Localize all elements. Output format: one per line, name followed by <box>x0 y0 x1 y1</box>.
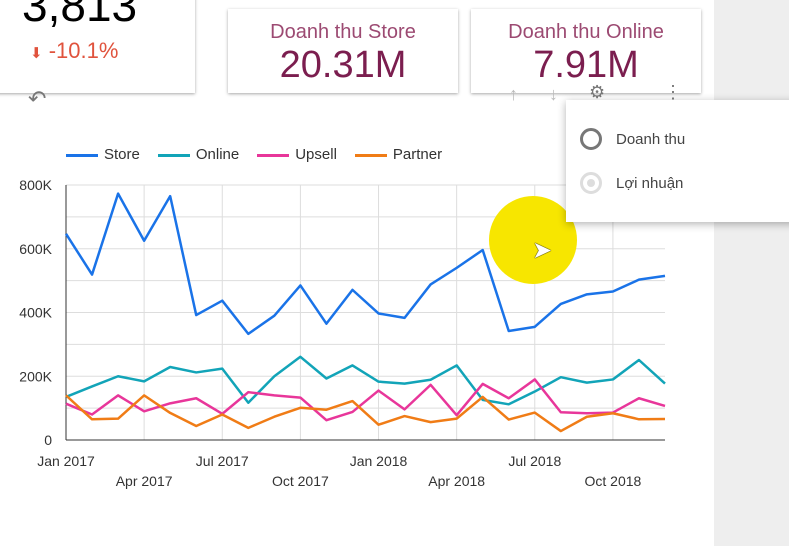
sort-descending-icon[interactable]: ↓ <box>549 84 558 104</box>
x-tick-label: Oct 2018 <box>584 473 641 489</box>
y-tick-label: 800K <box>19 177 52 193</box>
scorecard-title: Doanh thu Store <box>270 21 416 43</box>
y-tick-label: 200K <box>19 368 52 384</box>
legend-item-upsell[interactable]: Upsell <box>257 146 337 163</box>
more-vert-icon[interactable]: ⋮ <box>664 82 682 102</box>
series-line-upsell <box>65 378 666 422</box>
y-tick-label: 0 <box>44 432 52 448</box>
mouse-cursor-icon: ➤ <box>532 237 553 264</box>
y-tick-label: 400K <box>19 305 52 321</box>
legend-item-store[interactable]: Store <box>66 146 140 163</box>
y-tick-label: 600K <box>19 241 52 257</box>
chart-legend: Store Online Upsell Partner <box>66 146 442 163</box>
scorecard-value: 7.91M <box>533 44 639 86</box>
undo-icon[interactable]: ↶ <box>28 86 47 111</box>
radio-unselected-icon[interactable] <box>580 128 602 150</box>
cursor-highlight <box>489 196 577 284</box>
scorecard-count[interactable]: 3,813 ⬇ -10.1% <box>0 0 195 93</box>
menu-option-doanh-thu[interactable]: Doanh thu <box>580 128 685 150</box>
legend-item-online[interactable]: Online <box>157 146 239 163</box>
scorecard-title: Doanh thu Online <box>508 21 664 43</box>
x-tick-label: Jan 2018 <box>350 453 408 469</box>
menu-option-loi-nhuan[interactable]: Lợi nhuận <box>580 172 683 194</box>
metric-menu: Doanh thu Lợi nhuận <box>566 100 789 222</box>
scorecard-store[interactable]: Doanh thu Store 20.31M <box>228 9 458 93</box>
x-tick-label: Apr 2018 <box>428 473 485 489</box>
series-line-online <box>65 355 666 406</box>
x-tick-label: Jul 2018 <box>508 453 561 469</box>
series-line-partner <box>65 394 666 433</box>
x-tick-label: Apr 2017 <box>116 473 173 489</box>
background-panel <box>714 0 789 546</box>
radio-selected-icon[interactable] <box>580 172 602 194</box>
legend-item-partner[interactable]: Partner <box>354 146 442 163</box>
chart-settings-icon[interactable]: ⚙ <box>589 82 606 102</box>
x-tick-label: Oct 2017 <box>272 473 329 489</box>
series-line-store <box>64 192 666 336</box>
scorecard-online[interactable]: Doanh thu Online 7.91M <box>471 9 701 93</box>
scorecard-value: 20.31M <box>279 44 407 86</box>
scorecard-value: 3,813 <box>22 0 138 31</box>
scorecard-delta: ⬇ -10.1% <box>30 38 119 63</box>
x-tick-label: Jan 2017 <box>37 453 95 469</box>
sort-ascending-icon[interactable]: ↑ <box>509 84 518 104</box>
arrow-down-icon: ⬇ <box>30 45 43 62</box>
x-tick-label: Jul 2017 <box>196 453 249 469</box>
